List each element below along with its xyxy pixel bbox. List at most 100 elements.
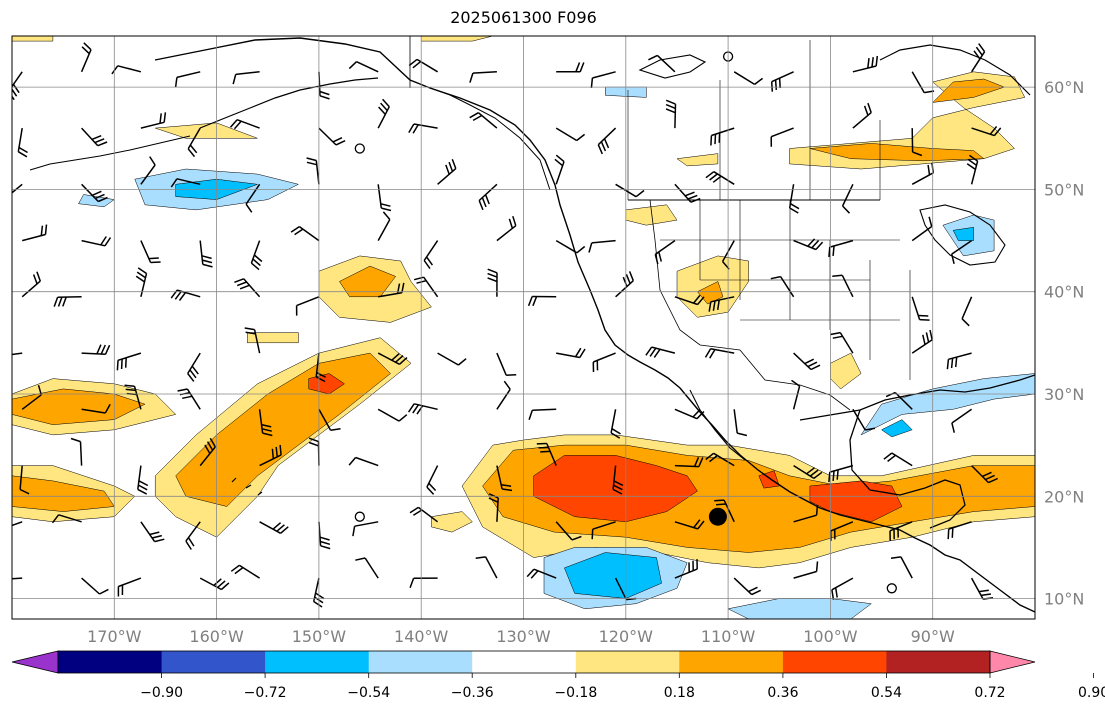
wind-barb [229, 118, 260, 130]
wind-barb [970, 43, 986, 73]
calm-wind-circle [354, 511, 365, 522]
wind-barb [648, 54, 676, 73]
colorbar-tick-label: −0.72 [244, 685, 287, 701]
wind-barb [556, 62, 585, 73]
wind-barb [21, 384, 43, 410]
wind-barb [788, 184, 800, 214]
wind-barb [135, 267, 148, 297]
wind-barb [295, 296, 320, 316]
wind-barb [377, 98, 390, 129]
wind-barb [971, 465, 999, 484]
colorbar-tick-label: 0.18 [664, 685, 695, 701]
colorbar-segment [368, 651, 473, 673]
colorbar-tick-label: 0.72 [974, 685, 1005, 701]
wind-barb [674, 294, 705, 306]
colorbar-tick-label: −0.90 [140, 685, 183, 701]
wind-barb [377, 211, 391, 241]
wind-barb [250, 240, 263, 271]
wind-barb [170, 289, 201, 301]
latitude-tick-label: 30°N [1044, 385, 1084, 404]
wind-barb [704, 348, 735, 359]
wind-barb [230, 564, 261, 579]
wind-barb [556, 347, 586, 359]
wind-barb [654, 239, 676, 265]
colorbar-segment [679, 651, 784, 673]
wind-barb [526, 568, 557, 579]
wind-barb [528, 408, 557, 420]
wind-barb [950, 239, 973, 264]
wind-barb [714, 499, 735, 523]
wind-barb [140, 156, 156, 185]
wind-barb [140, 112, 167, 129]
wind-barb [496, 380, 511, 410]
wind-barb [19, 465, 30, 495]
wind-barb [710, 127, 735, 146]
wind-barb [793, 352, 821, 371]
positive-anomaly-region [247, 332, 299, 344]
wind-barb [733, 71, 764, 86]
longitude-tick-label: 140°W [394, 627, 449, 646]
wind-barb [377, 184, 392, 212]
wind-barb [185, 521, 201, 550]
colorbar-tick-label: −0.36 [451, 685, 494, 701]
wind-barb [140, 521, 165, 543]
longitude-tick-label: 160°W [189, 627, 244, 646]
wind-barb [966, 154, 979, 185]
wind-barb [177, 388, 201, 410]
wind-barb [890, 556, 913, 579]
wind-barb [352, 521, 379, 537]
wind-barb [645, 346, 676, 358]
longitude-tick-label: 90°W [911, 627, 955, 646]
wind-barb [12, 71, 23, 101]
wind-barb [116, 352, 142, 371]
wind-barb [911, 216, 933, 242]
wind-barb [708, 296, 735, 312]
wind-barb [259, 444, 282, 467]
wind-barb [555, 127, 586, 142]
wind-barb [951, 408, 973, 433]
colorbar-segment [886, 651, 991, 673]
wind-barb [51, 514, 82, 524]
wind-barb [475, 556, 498, 579]
wind-barb [12, 352, 23, 356]
wind-barb [793, 561, 819, 579]
wind-barb [409, 577, 438, 588]
wind-barb [21, 271, 42, 298]
longitude-tick-label: 150°W [292, 627, 347, 646]
wind-barb [70, 437, 83, 466]
colorbar: −0.90 −0.72 −0.54 −0.36 −0.18 0.18 0.36 0.54 0.7… [11, 650, 1105, 701]
wind-barb [674, 408, 705, 420]
wind-barb [234, 278, 261, 298]
wind-barb [733, 577, 762, 596]
wind-barb [793, 464, 823, 480]
negative-anomaly-region [564, 552, 662, 599]
positive-anomaly-region [809, 143, 985, 162]
wind-barb [610, 409, 621, 439]
colorbar-segment [782, 651, 887, 673]
negative-anomaly-region [881, 419, 913, 438]
wind-barb [318, 127, 346, 146]
positive-anomaly-region [12, 36, 54, 42]
wind-barb [22, 224, 48, 242]
wind-barb [199, 577, 230, 591]
colorbar-tick-label: −0.18 [554, 685, 597, 701]
wind-barb [841, 183, 854, 214]
wind-barb [555, 521, 582, 541]
colorbar-tick-label: −0.54 [347, 685, 390, 701]
wind-barb [259, 521, 289, 534]
wind-barb [770, 275, 795, 298]
wind-barb [348, 61, 379, 73]
wind-barb [674, 457, 704, 468]
wind-barb [612, 465, 624, 495]
wind-barb [478, 183, 498, 211]
colorbar-tick-label: 0.36 [767, 685, 798, 701]
wind-barb [12, 577, 23, 580]
wind-barb [705, 171, 735, 185]
wind-barb [81, 127, 108, 147]
positive-anomaly-region [155, 122, 258, 139]
positive-anomaly-region [533, 455, 698, 523]
wind-barb [674, 559, 698, 579]
wind-barb [496, 465, 513, 492]
latitude-tick-label: 10°N [1044, 590, 1084, 609]
